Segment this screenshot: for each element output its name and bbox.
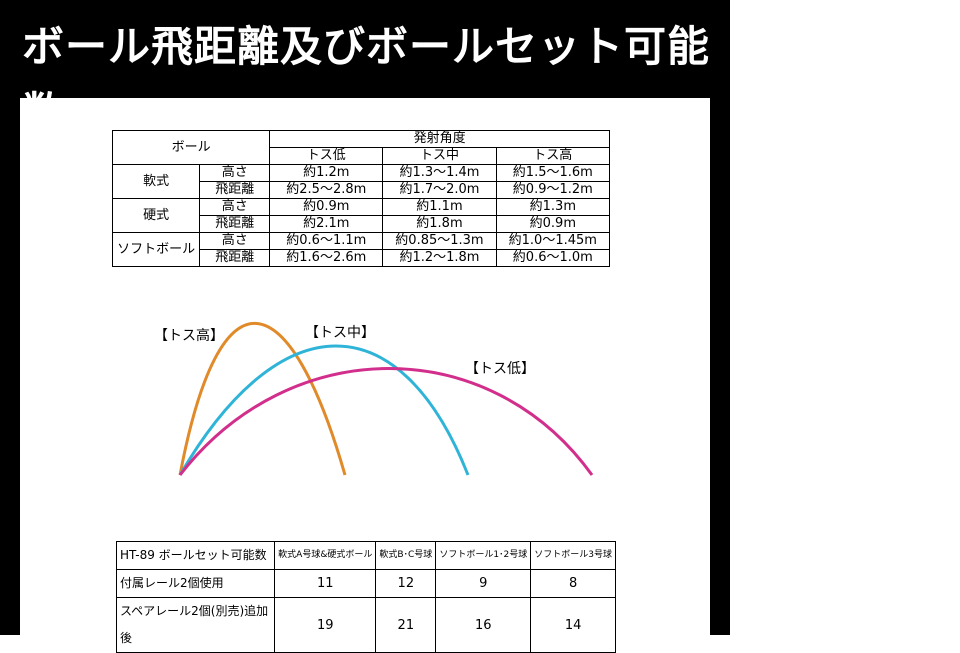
table-cell: 約0.9〜1.2m — [495, 181, 611, 199]
set-table-title: HT-89 ボールセット可能数 — [115, 541, 276, 570]
trajectory-high-curve — [178, 321, 347, 476]
angle-mid: トス中 — [382, 147, 497, 165]
flight-table: ボール 発射角度 トス低 トス中 トス高 軟式 高さ 約1.2m 約1.3〜1.… — [111, 130, 611, 267]
table-cell: 16 — [435, 597, 532, 653]
table-cell: 14 — [530, 597, 616, 653]
table-cell: 約0.9m — [269, 198, 384, 216]
ball-set-table: HT-89 ボールセット可能数 軟式A号球&硬式ボール 軟式B･C号球 ソフトボ… — [115, 541, 616, 653]
table-cell: 19 — [274, 597, 377, 653]
trajectory-diagram: 【トス高】 【トス中】 【トス低】 — [154, 321, 594, 476]
angle-row: トス低 トス中 トス高 — [113, 147, 611, 165]
angle-low: トス低 — [269, 147, 384, 165]
ball-type: 軟式 — [111, 164, 201, 199]
table-cell: 約1.0〜1.45m — [495, 232, 611, 250]
table-cell: 約0.6〜1.1m — [269, 232, 384, 250]
table-cell: 約1.2〜1.8m — [382, 249, 497, 267]
ball-type: 硬式 — [111, 198, 201, 233]
column-header: 軟式A号球&硬式ボール — [274, 541, 377, 570]
measure-label: 高さ — [199, 164, 271, 182]
content-area: ボール 発射角度 トス低 トス中 トス高 軟式 高さ 約1.2m 約1.3〜1.… — [20, 98, 710, 653]
table-cell: 約1.5〜1.6m — [495, 164, 611, 182]
set-table-header-row: HT-89 ボールセット可能数 軟式A号球&硬式ボール 軟式B･C号球 ソフトボ… — [115, 541, 616, 570]
table-cell: 11 — [274, 569, 377, 598]
table-cell: 約1.8m — [382, 215, 497, 233]
column-header: 軟式B･C号球 — [375, 541, 437, 570]
table-cell: 12 — [375, 569, 437, 598]
table-row: 付属レール2個使用 11 12 9 8 — [115, 569, 616, 598]
trajectory-mid-label: 【トス中】 — [305, 325, 375, 341]
table-row: 硬式 高さ 約0.9m 約1.1m 約1.3m — [111, 198, 611, 233]
trajectory-low-curve — [178, 367, 594, 476]
trajectory-low-label: 【トス低】 — [465, 361, 535, 377]
angle-header: 発射角度 — [269, 130, 610, 148]
row-label: スペアレール2個(別売)追加後 — [115, 597, 276, 653]
table-cell: 約1.6〜2.6m — [269, 249, 384, 267]
table-row: 飛距離 約1.6〜2.6m 約1.2〜1.8m 約0.6〜1.0m — [113, 249, 611, 267]
table-cell: 約0.9m — [495, 215, 611, 233]
table-row: 軟式 高さ 約1.2m 約1.3〜1.4m 約1.5〜1.6m — [111, 164, 611, 199]
row-label: 付属レール2個使用 — [115, 569, 276, 598]
table-row: 飛距離 約2.5〜2.8m 約1.7〜2.0m 約0.9〜1.2m — [113, 181, 611, 199]
trajectory-mid-curve — [178, 344, 470, 476]
page-title: ボール飛距離及びボールセット可能数 — [22, 22, 711, 137]
table-cell: 約1.2m — [269, 164, 384, 182]
ball-type: ソフトボール — [111, 232, 201, 267]
angle-high: トス高 — [495, 147, 611, 165]
measure-label: 高さ — [199, 232, 271, 250]
measure-label: 高さ — [199, 198, 271, 216]
table-cell: 8 — [530, 569, 616, 598]
table-cell: 約1.1m — [382, 198, 497, 216]
trajectory-high-label: 【トス高】 — [154, 327, 224, 344]
table-cell: 21 — [375, 597, 437, 653]
column-header: ソフトボール3号球 — [530, 541, 616, 570]
measure-label: 飛距離 — [199, 181, 271, 199]
table-cell: 約1.7〜2.0m — [382, 181, 497, 199]
column-header: ソフトボール1･2号球 — [435, 541, 532, 570]
measure-label: 飛距離 — [199, 249, 271, 267]
table-cell: 9 — [435, 569, 532, 598]
measure-label: 飛距離 — [199, 215, 271, 233]
table-row: ソフトボール 高さ 約0.6〜1.1m 約0.85〜1.3m 約1.0〜1.45… — [111, 232, 611, 267]
table-cell: 約0.85〜1.3m — [382, 232, 497, 250]
table-cell: 約2.5〜2.8m — [269, 181, 384, 199]
table-cell: 約1.3〜1.4m — [382, 164, 497, 182]
flight-table-header-row: ボール 発射角度 — [111, 130, 610, 165]
table-cell: 約0.6〜1.0m — [495, 249, 611, 267]
table-cell: 約2.1m — [269, 215, 384, 233]
table-cell: 約1.3m — [495, 198, 611, 216]
table-row: スペアレール2個(別売)追加後 19 21 16 14 — [115, 597, 616, 653]
ball-header: ボール — [111, 130, 271, 165]
